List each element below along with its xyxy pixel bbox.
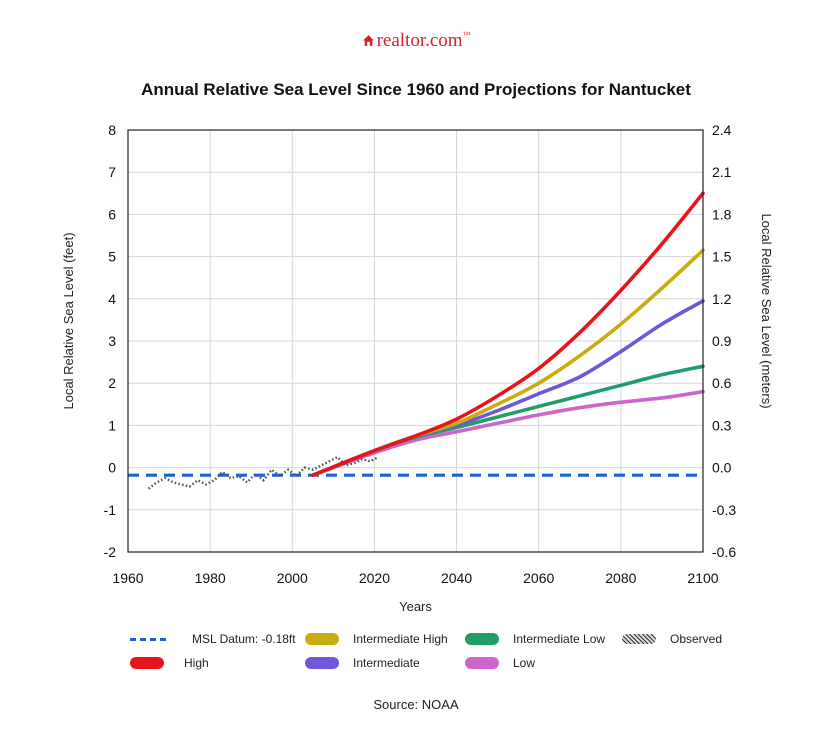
- y-tick-label-right: 0.3: [712, 417, 732, 433]
- x-tick-label: 1960: [112, 570, 143, 586]
- x-tick-label: 2100: [687, 570, 718, 586]
- y-tick-label-left: 5: [108, 249, 116, 265]
- legend-label-intermediate: Intermediate: [353, 656, 420, 670]
- y-tick-label-left: 6: [108, 206, 116, 222]
- y-tick-label-left: 8: [108, 122, 116, 138]
- y-tick-label-left: -1: [104, 502, 117, 518]
- y-tick-label-right: 1.2: [712, 291, 732, 307]
- legend-item-observed: Observed: [622, 632, 722, 646]
- y-tick-label-left: -2: [104, 544, 117, 560]
- legend-swatch-high: [130, 657, 164, 669]
- y-tick-label-left: 2: [108, 375, 116, 391]
- legend-item-intermediate-high: Intermediate High: [305, 632, 448, 646]
- sea-level-chart: 1960 1980 2000 2020 2040 2060 2080 2100 -2 -1 0 1 2 3…: [61, 122, 774, 614]
- y-tick-label-left: 3: [108, 333, 116, 349]
- y-tick-label-left: 7: [108, 164, 116, 180]
- legend-label-high: High: [184, 656, 209, 670]
- series-line-observed: [147, 455, 380, 490]
- brand-name: realtor.com: [376, 30, 463, 51]
- chart-title: Annual Relative Sea Level Since 1960 and…: [141, 80, 691, 99]
- grid-lines: [127, 129, 704, 553]
- y-tick-label-left: 1: [108, 417, 116, 433]
- brand-trademark: ™: [462, 30, 471, 39]
- legend-item-intermediate: Intermediate: [305, 656, 420, 670]
- legend-swatch-datum: [130, 637, 166, 641]
- x-tick-label: 2080: [605, 570, 636, 586]
- x-tick-label: 2000: [277, 570, 308, 586]
- legend-label-observed: Observed: [670, 632, 723, 646]
- source-note: Source: NOAA: [373, 697, 459, 712]
- y-axis-label-left: Local Relative Sea Level (feet): [61, 232, 76, 409]
- chart-legend: MSL Datum: -0.18ft High Intermediate Hig…: [0, 632, 832, 682]
- house-icon: [362, 35, 374, 46]
- y-tick-label-right: 1.8: [712, 206, 732, 222]
- x-tick-label: 2060: [523, 570, 554, 586]
- x-tick-label: 2040: [441, 570, 472, 586]
- x-tick-label: 2020: [359, 570, 390, 586]
- brand-logo: realtor.com™: [0, 30, 832, 52]
- legend-swatch-intermediate-low: [465, 633, 499, 645]
- y-axis-label-right: Local Relative Sea Level (meters): [759, 213, 774, 408]
- legend-label-low: Low: [513, 656, 536, 670]
- legend-swatch-intermediate: [305, 657, 339, 669]
- y-tick-label-right: 1.5: [712, 249, 732, 265]
- legend-item-intermediate-low: Intermediate Low: [465, 632, 605, 646]
- legend-swatch-low: [465, 657, 499, 669]
- legend-item-high: High: [130, 656, 209, 670]
- x-axis-label: Years: [399, 599, 432, 614]
- y-tick-label-left: 4: [108, 291, 116, 307]
- x-tick-label: 1980: [195, 570, 226, 586]
- tick-labels: 1960 1980 2000 2020 2040 2060 2080 2100 -2 -1 0 1 2 3…: [104, 122, 737, 586]
- y-tick-label-right: 0.9: [712, 333, 732, 349]
- series-lines: [128, 191, 705, 490]
- legend-label-datum: MSL Datum: -0.18ft: [192, 632, 296, 646]
- legend-item-datum: MSL Datum: -0.18ft: [130, 632, 296, 646]
- legend-swatch-intermediate-high: [305, 633, 339, 645]
- y-tick-label-right: 2.4: [712, 122, 732, 138]
- series-line-high: [311, 191, 705, 477]
- series-line-intermediate-high: [311, 248, 705, 477]
- y-tick-label-right: 2.1: [712, 164, 732, 180]
- y-tick-label-right: -0.3: [712, 502, 736, 518]
- plot-frame: [127, 129, 704, 553]
- legend-label-intermediate-low: Intermediate Low: [513, 632, 606, 646]
- y-tick-label-right: 0.0: [712, 460, 732, 476]
- legend-swatch-observed: [622, 634, 656, 644]
- legend-item-low: Low: [465, 656, 535, 670]
- legend-label-intermediate-high: Intermediate High: [353, 632, 448, 646]
- series-line-low: [311, 389, 705, 477]
- y-tick-label-right: -0.6: [712, 544, 736, 560]
- y-tick-label-right: 0.6: [712, 375, 732, 391]
- y-tick-label-left: 0: [108, 460, 116, 476]
